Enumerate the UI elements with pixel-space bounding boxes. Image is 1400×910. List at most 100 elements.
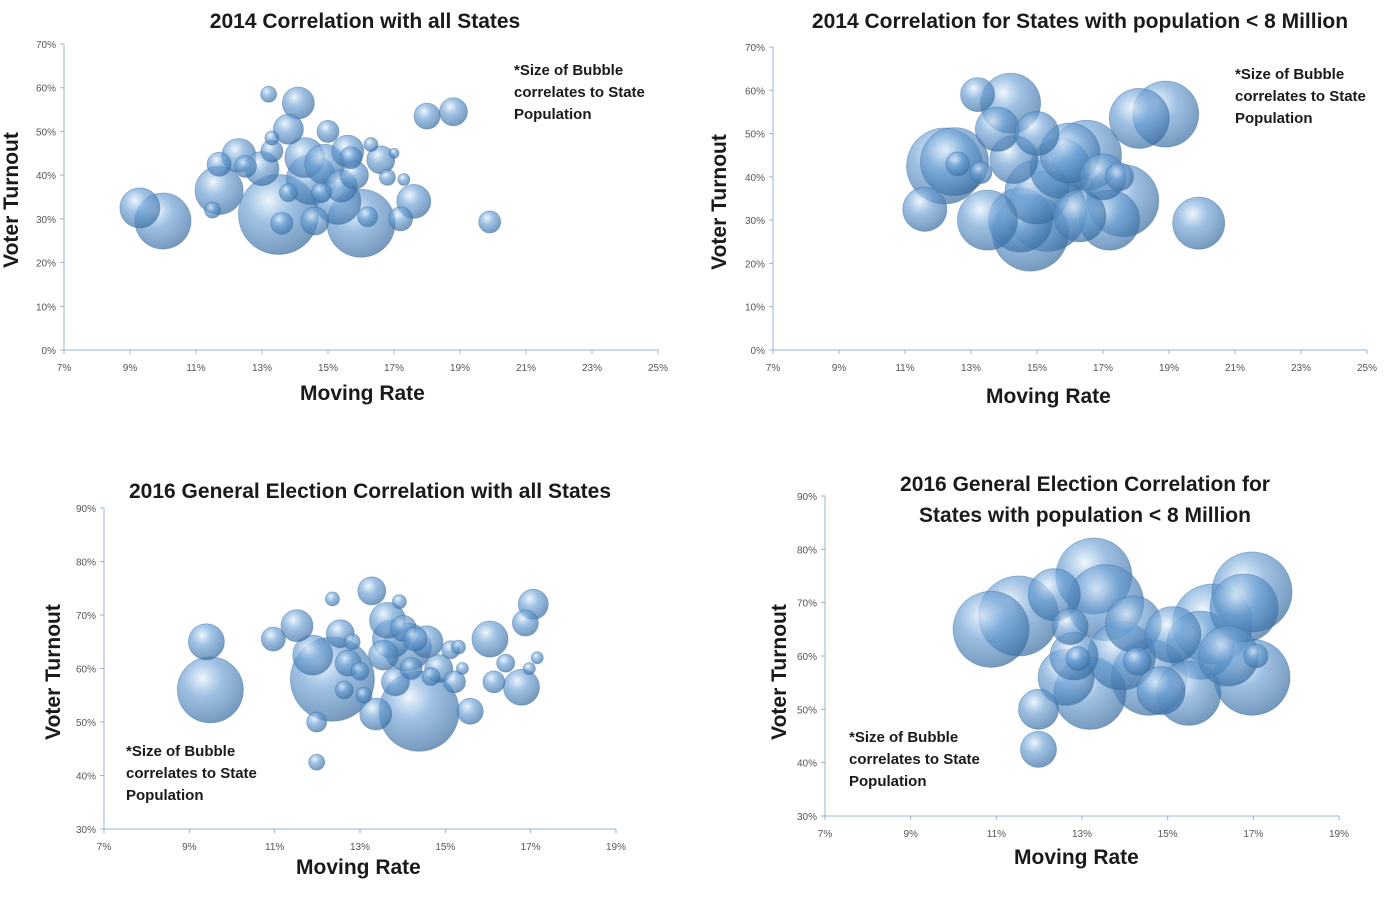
data-bubble bbox=[280, 609, 314, 643]
x-tick-label: 19% bbox=[1329, 829, 1349, 840]
y-tick-label: 10% bbox=[745, 303, 765, 314]
data-bubble bbox=[512, 609, 539, 637]
data-bubble bbox=[306, 711, 328, 733]
x-tick-label: 11% bbox=[265, 842, 284, 853]
data-bubble bbox=[260, 626, 286, 652]
bubble-size-note: *Size of Bubble correlates to State Popu… bbox=[514, 62, 645, 123]
x-tick-label: 17% bbox=[1243, 829, 1263, 840]
data-bubble bbox=[1144, 606, 1202, 664]
data-bubble bbox=[1051, 608, 1089, 646]
data-bubble bbox=[300, 206, 330, 236]
x-axis-label: Moving Rate bbox=[296, 856, 421, 879]
data-bubble bbox=[522, 662, 536, 675]
data-bubble bbox=[270, 211, 294, 235]
x-tick-label: 11% bbox=[895, 363, 914, 374]
data-bubble bbox=[1172, 196, 1226, 250]
data-bubble bbox=[1122, 646, 1152, 676]
y-tick-label: 0% bbox=[42, 346, 57, 357]
data-bubble bbox=[234, 154, 257, 178]
y-tick-label: 50% bbox=[745, 130, 765, 141]
data-bubble bbox=[945, 151, 971, 177]
data-bubble bbox=[421, 667, 441, 686]
chart-panel-2014-small-states: 2014 Correlation for States with populat… bbox=[700, 0, 1400, 455]
data-bubble bbox=[397, 173, 411, 186]
data-bubble bbox=[391, 594, 407, 610]
data-bubble bbox=[482, 670, 506, 694]
x-tick-label: 21% bbox=[516, 363, 536, 374]
x-tick-label: 13% bbox=[350, 842, 370, 853]
x-tick-label: 7% bbox=[818, 829, 833, 840]
x-axis-label: Moving Rate bbox=[986, 385, 1111, 408]
y-tick-label: 30% bbox=[797, 812, 817, 823]
y-tick-label: 30% bbox=[76, 825, 96, 836]
x-tick-label: 7% bbox=[97, 842, 112, 853]
data-bubble bbox=[378, 168, 396, 186]
x-tick-label: 15% bbox=[1158, 829, 1178, 840]
bubble-chart-2014-all: 0% 10% 20% 30% 40% 50% 60% 70% 7% 9% 11% 13% 15% 17% 1… bbox=[36, 40, 668, 374]
data-bubble bbox=[530, 651, 544, 665]
data-bubble bbox=[357, 206, 379, 228]
x-axis-label: Moving Rate bbox=[300, 382, 425, 405]
data-bubble bbox=[260, 85, 278, 103]
data-bubble bbox=[363, 137, 379, 152]
y-tick-label: 30% bbox=[36, 215, 56, 226]
data-bubble bbox=[272, 113, 304, 145]
bubble-chart-2014-small-states: 0% 10% 20% 30% 40% 50% 60% 70% 7% 9% 11% 13% 15% 17% 1… bbox=[745, 43, 1377, 374]
x-tick-label: 13% bbox=[961, 363, 981, 374]
data-bubble bbox=[1243, 643, 1269, 669]
data-bubble bbox=[902, 186, 948, 232]
data-bubble bbox=[471, 620, 509, 658]
y-tick-label: 20% bbox=[36, 259, 56, 270]
y-tick-label: 30% bbox=[745, 216, 765, 227]
data-bubble bbox=[176, 656, 244, 724]
x-tick-label: 7% bbox=[57, 363, 72, 374]
chart-title: 2014 Correlation for States with populat… bbox=[811, 10, 1349, 33]
data-bubble bbox=[478, 210, 502, 234]
bubble-size-note: *Size of Bubble correlates to State Popu… bbox=[849, 729, 980, 790]
chart-panel-2014-all: 2014 Correlation with all States Voter T… bbox=[0, 0, 700, 455]
data-bubble bbox=[1018, 688, 1059, 730]
data-bubble bbox=[402, 626, 428, 652]
data-bubble bbox=[1014, 111, 1060, 156]
data-bubble bbox=[308, 753, 326, 771]
data-bubble bbox=[960, 77, 996, 113]
x-tick-label: 9% bbox=[832, 363, 847, 374]
y-tick-label: 70% bbox=[745, 43, 765, 54]
data-bubble bbox=[451, 639, 466, 655]
x-tick-label: 21% bbox=[1225, 363, 1245, 374]
data-bubble bbox=[187, 623, 225, 661]
data-bubble bbox=[443, 670, 466, 694]
data-bubble bbox=[1053, 189, 1107, 243]
data-bubble bbox=[952, 590, 1030, 668]
data-bubble bbox=[957, 189, 1018, 251]
x-tick-label: 15% bbox=[1027, 363, 1047, 374]
chart-title: 2016 General Election Correlation with a… bbox=[129, 480, 611, 503]
data-bubble bbox=[368, 639, 400, 671]
data-bubble bbox=[339, 146, 363, 170]
y-tick-label: 40% bbox=[36, 171, 56, 182]
data-bubble bbox=[496, 653, 516, 673]
bubble-chart-2016-small-states: 30% 40% 50% 60% 70% 80% 90% 7% 9% 11% 13% 15% 17% 19% bbox=[797, 492, 1349, 840]
data-bubble bbox=[350, 661, 370, 681]
x-tick-label: 19% bbox=[1159, 363, 1179, 374]
chart-panel-2016-all: 2016 General Election Correlation with a… bbox=[0, 455, 700, 910]
y-tick-label: 50% bbox=[76, 718, 96, 729]
y-tick-label: 0% bbox=[751, 346, 766, 357]
bubble-chart-2016-all: 30% 40% 50% 60% 70% 80% 90% 7% 9% 11% 13% 15% 17% 19% bbox=[76, 504, 626, 853]
data-bubble bbox=[359, 697, 393, 731]
bubble-size-note: *Size of Bubble correlates to State Popu… bbox=[1235, 66, 1366, 127]
data-bubble bbox=[206, 151, 232, 177]
y-tick-label: 90% bbox=[797, 492, 817, 503]
data-bubble bbox=[264, 130, 280, 146]
y-tick-label: 10% bbox=[36, 302, 56, 313]
chart-panel-2016-small-states: 2016 General Election Correlation for St… bbox=[700, 455, 1400, 910]
data-bubble bbox=[325, 591, 340, 607]
x-tick-label: 13% bbox=[252, 363, 272, 374]
y-tick-label: 70% bbox=[797, 599, 817, 610]
y-tick-label: 50% bbox=[797, 705, 817, 716]
y-tick-label: 60% bbox=[36, 84, 56, 95]
data-bubble bbox=[974, 106, 1020, 152]
x-tick-label: 23% bbox=[582, 363, 602, 374]
x-tick-label: 17% bbox=[384, 363, 404, 374]
data-bubble bbox=[456, 697, 484, 725]
